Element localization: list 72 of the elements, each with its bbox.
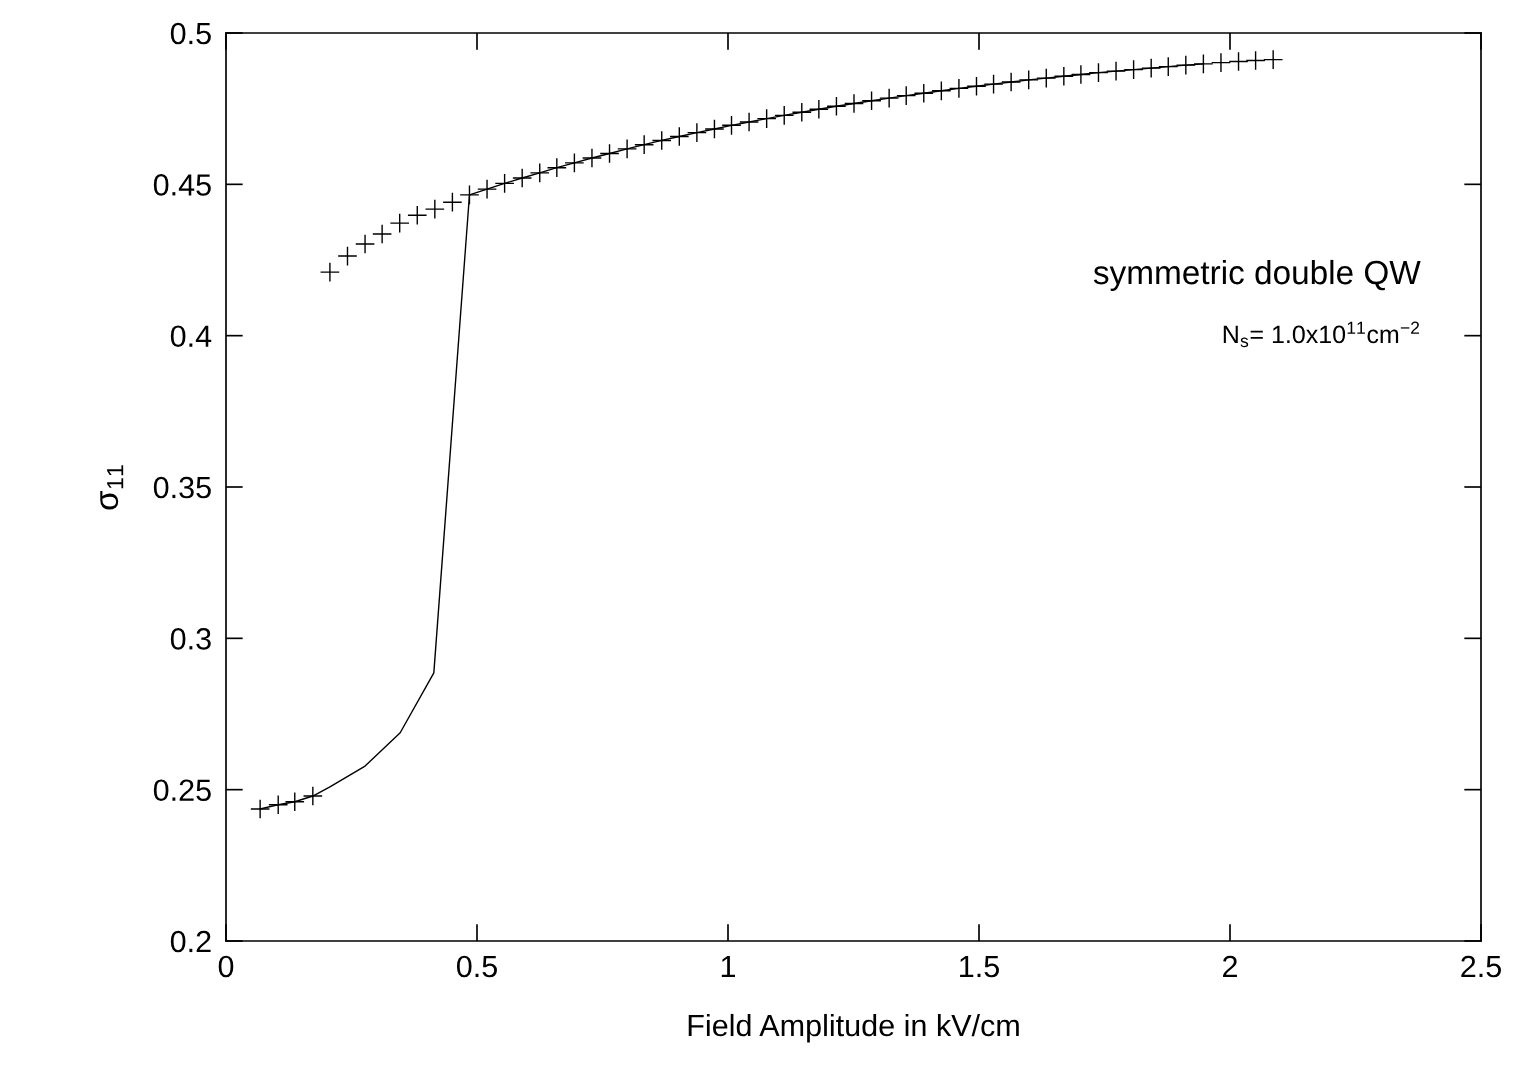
point [948, 78, 969, 99]
point [756, 108, 777, 129]
point [546, 157, 567, 178]
point [913, 83, 934, 104]
y-tick-label: 0.35 [153, 476, 211, 499]
point [1245, 50, 1266, 71]
point [389, 213, 410, 234]
point [1036, 68, 1057, 89]
point [1018, 69, 1039, 90]
point [843, 93, 865, 114]
point [686, 122, 707, 143]
point [1210, 52, 1231, 73]
point [704, 118, 725, 139]
point [512, 167, 533, 188]
point [739, 111, 760, 132]
point [1193, 53, 1214, 74]
point [634, 134, 655, 155]
point [774, 105, 795, 126]
point [494, 173, 515, 194]
point [861, 90, 882, 111]
y-tick-label: 0.2 [170, 930, 211, 953]
point [966, 76, 987, 97]
point [896, 85, 917, 106]
y-axis-title: σ$_{11}$ [100, 465, 124, 510]
annotation: symmetric double QW [1093, 259, 1421, 291]
point [284, 791, 305, 812]
x-tick-label: 1 [721, 956, 736, 978]
point [879, 88, 900, 109]
point [1070, 64, 1091, 85]
x-axis-title: Field Amplitude in kV/cm [688, 1013, 1019, 1043]
point [372, 223, 393, 244]
y-tick-label: 0.4 [170, 325, 212, 348]
x-tick-label: 0.5 [456, 955, 497, 978]
y-tick-label: 0.5 [170, 22, 211, 45]
x-tick-label: 0 [218, 955, 234, 978]
point [931, 80, 952, 101]
x-tick-label: 1.5 [960, 956, 999, 978]
x-tick-label: 2.5 [1461, 955, 1501, 978]
point [581, 147, 602, 169]
point [268, 794, 289, 815]
y-tick-label: 0.45 [153, 174, 211, 196]
point [721, 115, 742, 136]
point [442, 192, 463, 213]
point [791, 102, 812, 123]
point [617, 138, 638, 159]
point [808, 99, 829, 120]
y-tick-label: 0.3 [170, 628, 211, 650]
point [337, 246, 358, 267]
point [1263, 49, 1284, 70]
point [669, 126, 690, 147]
point [355, 233, 376, 254]
point [1158, 56, 1179, 77]
point [651, 130, 672, 151]
point [319, 262, 340, 283]
point [826, 96, 847, 117]
y-tick-label: 0.25 [153, 779, 211, 802]
point [599, 143, 620, 164]
point [1228, 51, 1249, 72]
point [1141, 58, 1162, 79]
point [564, 152, 585, 173]
point [407, 205, 428, 226]
point [1001, 72, 1022, 93]
point [302, 786, 323, 807]
annotation: N$_{s}$= 1.0x10$^{11}$cm$^{−2}$ [1223, 321, 1420, 348]
point [477, 179, 498, 200]
point [1175, 55, 1196, 76]
point [529, 162, 550, 183]
point [250, 799, 271, 820]
point [424, 199, 445, 220]
x-tick-label: 2 [1223, 955, 1237, 978]
point [1106, 61, 1127, 82]
point [983, 74, 1004, 95]
